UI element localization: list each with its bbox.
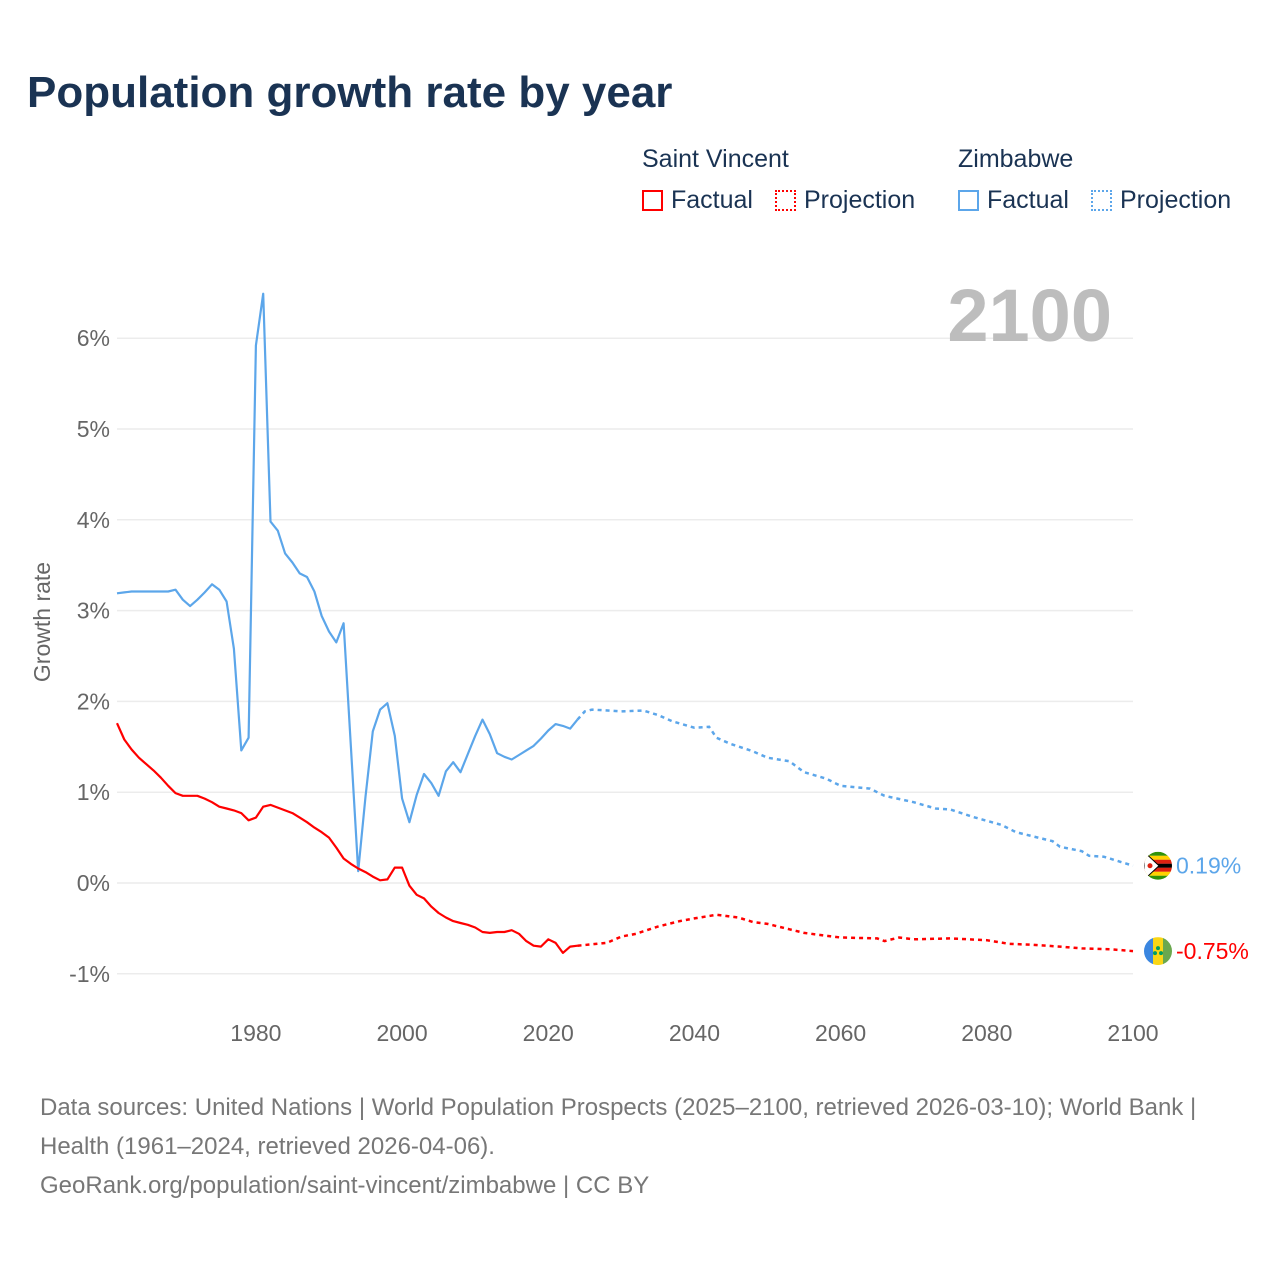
y-tick-label: 6% [77, 325, 110, 351]
legend-swatch-dotted [775, 190, 796, 211]
legend-item-zimbabwe-factual[interactable]: Factual [958, 186, 1069, 215]
legend-label: Factual [671, 186, 753, 214]
y-tick-label: 2% [77, 688, 110, 714]
saint-vincent-flag-icon [1144, 937, 1172, 966]
legend-swatch-solid [642, 190, 663, 211]
legend-swatch-dotted [1091, 190, 1112, 211]
y-tick-label: 3% [77, 598, 110, 624]
legend-label: Projection [804, 186, 916, 214]
y-tick-label: 0% [77, 870, 110, 896]
legend-group-zimbabwe: Zimbabwe [958, 145, 1074, 173]
page-title: Population growth rate by year [27, 68, 673, 117]
plot-area: -1% 0% 1% 2% 3% 4% 5% 6% 1980 2000 2020 2040 2060 208… [29, 274, 1249, 1046]
end-value-label: -0.75% [1176, 938, 1249, 964]
legend-label: Factual [987, 186, 1069, 214]
x-tick-label: 2020 [523, 1020, 574, 1046]
series-line-factual-zimbabwe [116, 292, 579, 873]
source-link[interactable]: GeoRank.org/population/saint-vincent/zim… [40, 1172, 650, 1199]
legend-group-saint-vincent: Saint Vincent [642, 145, 789, 173]
legend-item-zimbabwe-projection[interactable]: Projection [1091, 186, 1231, 215]
data-source: Data sources: United Nations | World Pop… [40, 1088, 1240, 1205]
legend-item-saint-vincent-projection[interactable]: Projection [775, 186, 915, 215]
y-tick-label: -1% [69, 961, 110, 987]
legend-item-saint-vincent-factual[interactable]: Factual [642, 186, 753, 215]
x-tick-label: 2100 [1107, 1020, 1158, 1046]
x-tick-label: 2040 [669, 1020, 720, 1046]
y-tick-label: 4% [77, 507, 110, 533]
legend-label: Projection [1120, 186, 1232, 214]
x-tick-label: 1980 [230, 1020, 281, 1046]
series-line-projection-zimbabwe [576, 708, 1134, 867]
series-line-projection-saint-vincent [577, 913, 1134, 953]
y-axis-label: Growth rate [29, 562, 55, 682]
series-line-factual-saint-vincent [115, 722, 578, 955]
x-tick-label: 2060 [815, 1020, 866, 1046]
x-tick-label: 2000 [376, 1020, 427, 1046]
y-tick-label: 1% [77, 779, 110, 805]
year-watermark: 2100 [947, 274, 1112, 357]
end-value-label: 0.19% [1176, 853, 1241, 879]
legend-swatch-solid [958, 190, 979, 211]
y-tick-label: 5% [77, 416, 110, 442]
zimbabwe-flag-icon [1144, 851, 1172, 880]
source-text: Data sources: United Nations | World Pop… [40, 1094, 1197, 1160]
x-tick-label: 2080 [961, 1020, 1012, 1046]
